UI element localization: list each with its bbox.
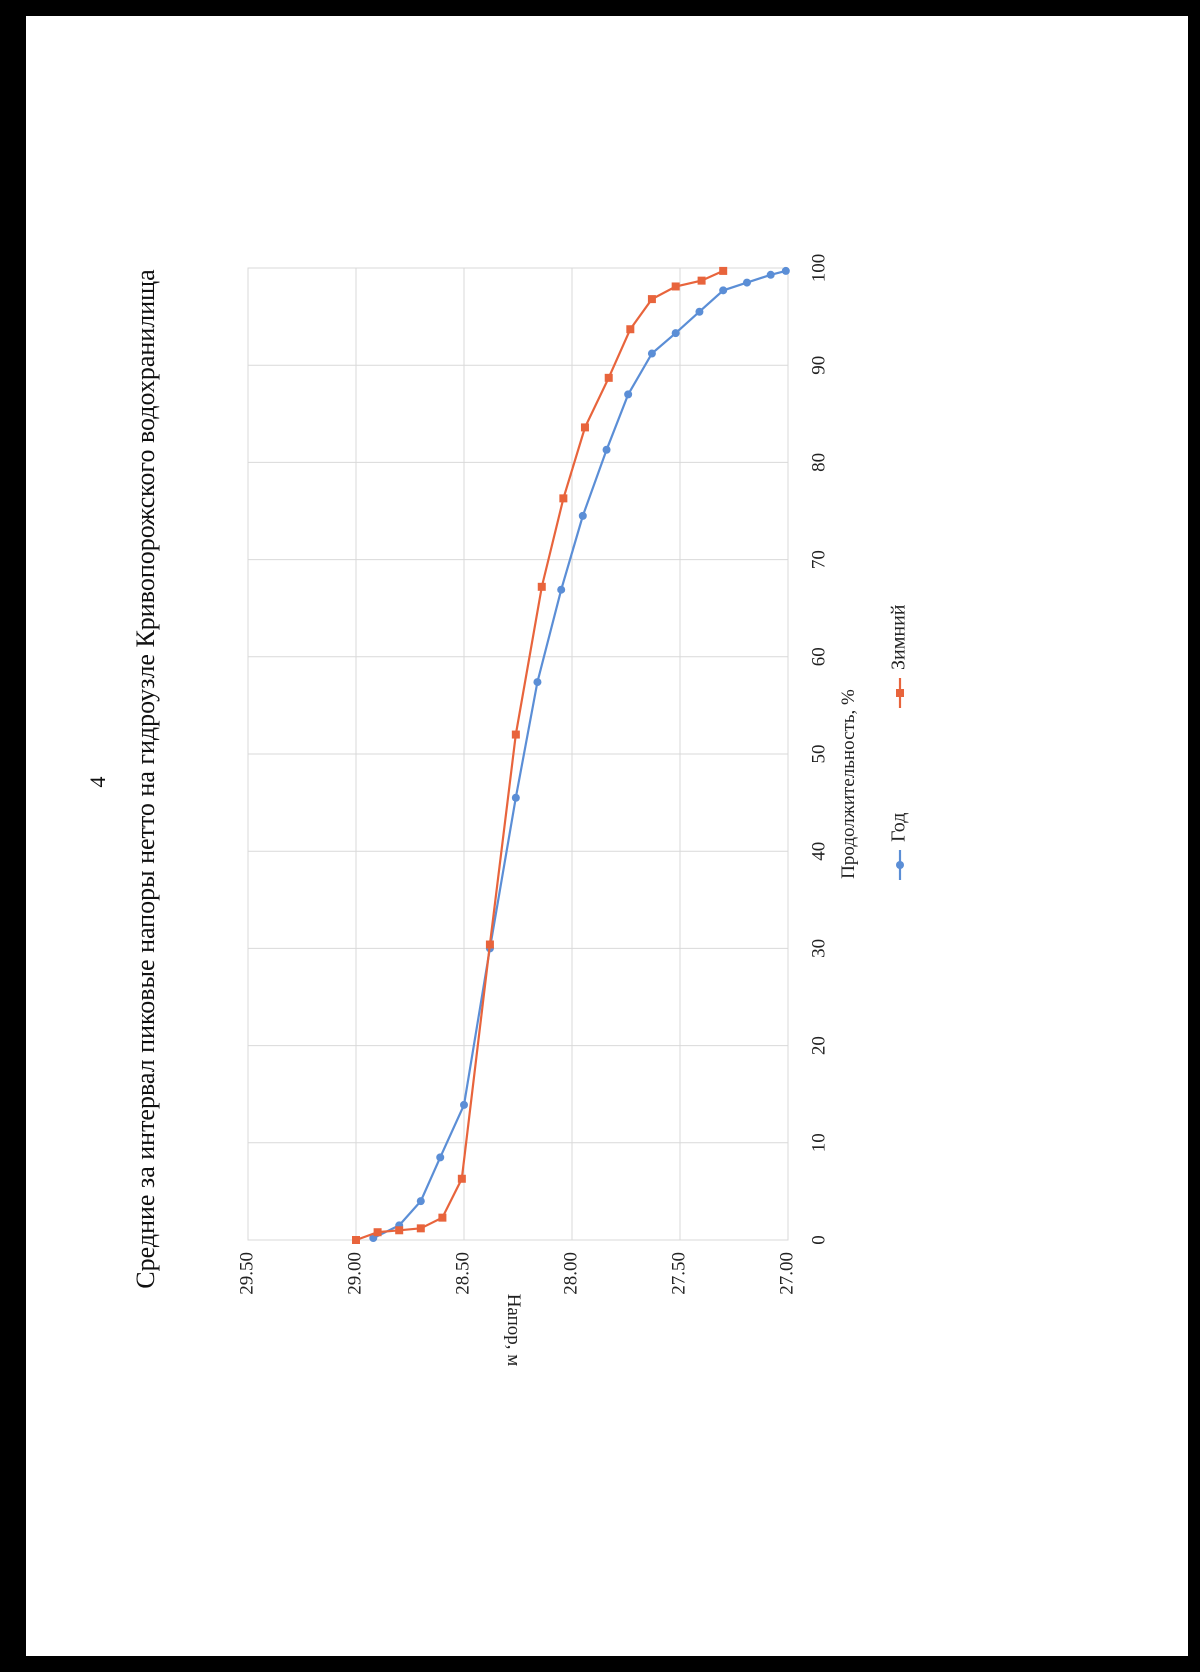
legend-marker xyxy=(896,861,904,869)
x-tick-label: 30 xyxy=(808,939,829,958)
data-point xyxy=(719,266,728,275)
data-point xyxy=(395,1226,404,1235)
legend-item: Год xyxy=(888,813,910,880)
x-tick-label: 60 xyxy=(808,647,829,666)
data-point xyxy=(766,270,775,279)
y-tick-label: 27.50 xyxy=(668,1252,689,1295)
y-tick-label: 29.50 xyxy=(236,1252,257,1295)
y-tick-label: 27.00 xyxy=(776,1252,797,1295)
y-tick-label: 29.00 xyxy=(344,1252,365,1295)
x-tick-label: 90 xyxy=(808,356,829,375)
legend-label: Год xyxy=(888,813,910,842)
data-point xyxy=(373,1228,382,1237)
data-point xyxy=(559,494,568,503)
series-layer xyxy=(352,266,790,1244)
y-axis-title: Напор, м xyxy=(503,1294,524,1367)
x-tick-label: 0 xyxy=(808,1235,829,1245)
series-1 xyxy=(369,266,790,1243)
data-point xyxy=(438,1213,447,1222)
data-point xyxy=(416,1197,425,1206)
x-tick-label: 40 xyxy=(808,842,829,861)
data-point xyxy=(624,390,633,399)
document-page xyxy=(26,16,1188,1656)
data-point xyxy=(742,278,751,287)
data-point xyxy=(647,295,656,304)
data-point xyxy=(485,940,494,949)
data-point xyxy=(719,286,728,295)
data-point xyxy=(557,585,566,594)
legend-label: Зимний xyxy=(888,604,910,670)
data-point xyxy=(352,1236,360,1244)
data-point xyxy=(647,349,656,358)
data-point xyxy=(537,582,546,591)
data-point xyxy=(697,276,706,285)
data-point xyxy=(626,325,635,334)
data-point xyxy=(578,511,587,520)
legend-item: Зимний xyxy=(888,604,910,708)
y-tick-label: 28.50 xyxy=(452,1252,473,1295)
data-point xyxy=(671,329,680,338)
data-point xyxy=(580,423,589,432)
data-point xyxy=(604,373,613,382)
x-axis-ticks: 0 10 20 30 40 50 60 70 80 90 100 xyxy=(808,254,829,1245)
data-point xyxy=(460,1100,468,1109)
x-tick-label: 10 xyxy=(808,1133,829,1152)
data-point xyxy=(511,730,520,739)
data-point xyxy=(457,1174,466,1183)
x-tick-label: 20 xyxy=(808,1036,829,1055)
data-point xyxy=(533,678,542,687)
data-point xyxy=(695,307,704,316)
data-point xyxy=(671,282,680,291)
series-2 xyxy=(352,266,728,1244)
x-axis-title: Продолжительность, % xyxy=(838,689,859,879)
plot-area xyxy=(247,267,789,1241)
x-tick-label: 80 xyxy=(808,453,829,472)
y-axis-ticks: 27.00 27.50 28.00 28.50 29.00 29.50 xyxy=(236,1252,797,1295)
data-point xyxy=(602,445,611,454)
data-point xyxy=(436,1153,445,1162)
legend-marker xyxy=(896,689,904,697)
data-point xyxy=(416,1224,425,1233)
x-tick-label: 70 xyxy=(808,550,829,569)
y-tick-label: 28.00 xyxy=(560,1252,581,1295)
data-point xyxy=(781,266,790,275)
x-tick-label: 100 xyxy=(808,254,829,283)
data-point xyxy=(511,793,520,802)
legend: Год Зимний xyxy=(888,604,910,880)
x-tick-label: 50 xyxy=(808,745,829,764)
grid-lines xyxy=(247,267,789,1241)
series-line xyxy=(355,269,724,1242)
